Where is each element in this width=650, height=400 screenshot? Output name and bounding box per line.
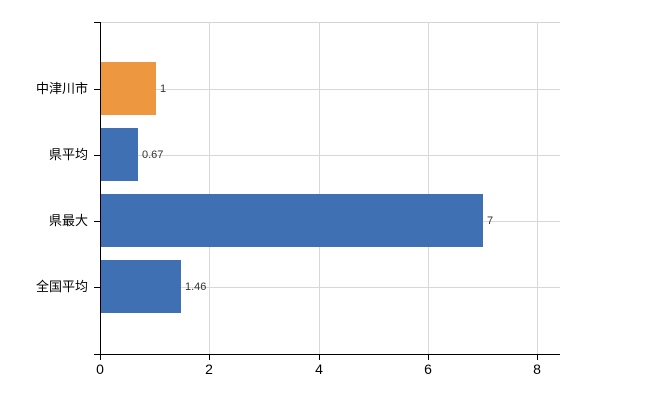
plot-top-border [100, 22, 560, 23]
value-label: 1 [160, 83, 167, 95]
x-axis-tick [319, 355, 320, 360]
y-axis-tick [94, 287, 100, 288]
y-axis-line [100, 22, 101, 359]
vertical-gridline [537, 22, 538, 354]
value-label: 1.46 [185, 281, 207, 293]
category-label: 県平均 [48, 147, 88, 162]
bar [101, 128, 138, 181]
y-axis-tick [94, 221, 100, 222]
plot-area: 1 0.67 7 1.46 [100, 22, 560, 354]
x-axis-tick [209, 355, 210, 360]
bar [101, 62, 156, 115]
bar [101, 260, 181, 313]
y-axis-tick [94, 89, 100, 90]
vertical-gridline [428, 22, 429, 354]
value-label: 0.67 [142, 149, 164, 161]
y-axis-end-tick [94, 22, 100, 23]
bar [101, 194, 483, 247]
y-axis-tick [94, 155, 100, 156]
horizontal-gridline [100, 89, 560, 90]
horizontal-gridline [100, 155, 560, 156]
vertical-gridline [209, 22, 210, 354]
x-tick-label: 8 [533, 361, 541, 377]
x-axis-tick [100, 355, 101, 360]
horizontal-gridline [100, 287, 560, 288]
x-tick-label: 2 [205, 361, 213, 377]
x-axis-tick [428, 355, 429, 360]
x-tick-label: 0 [96, 361, 104, 377]
x-axis-line [94, 354, 560, 355]
category-label: 全国平均 [35, 279, 88, 294]
category-label: 中津川市 [35, 81, 88, 96]
x-tick-label: 6 [424, 361, 432, 377]
x-tick-label: 4 [315, 361, 323, 377]
category-label: 県最大 [48, 213, 88, 228]
value-label: 7 [487, 215, 494, 227]
vertical-gridline [319, 22, 320, 354]
x-axis-tick [537, 355, 538, 360]
